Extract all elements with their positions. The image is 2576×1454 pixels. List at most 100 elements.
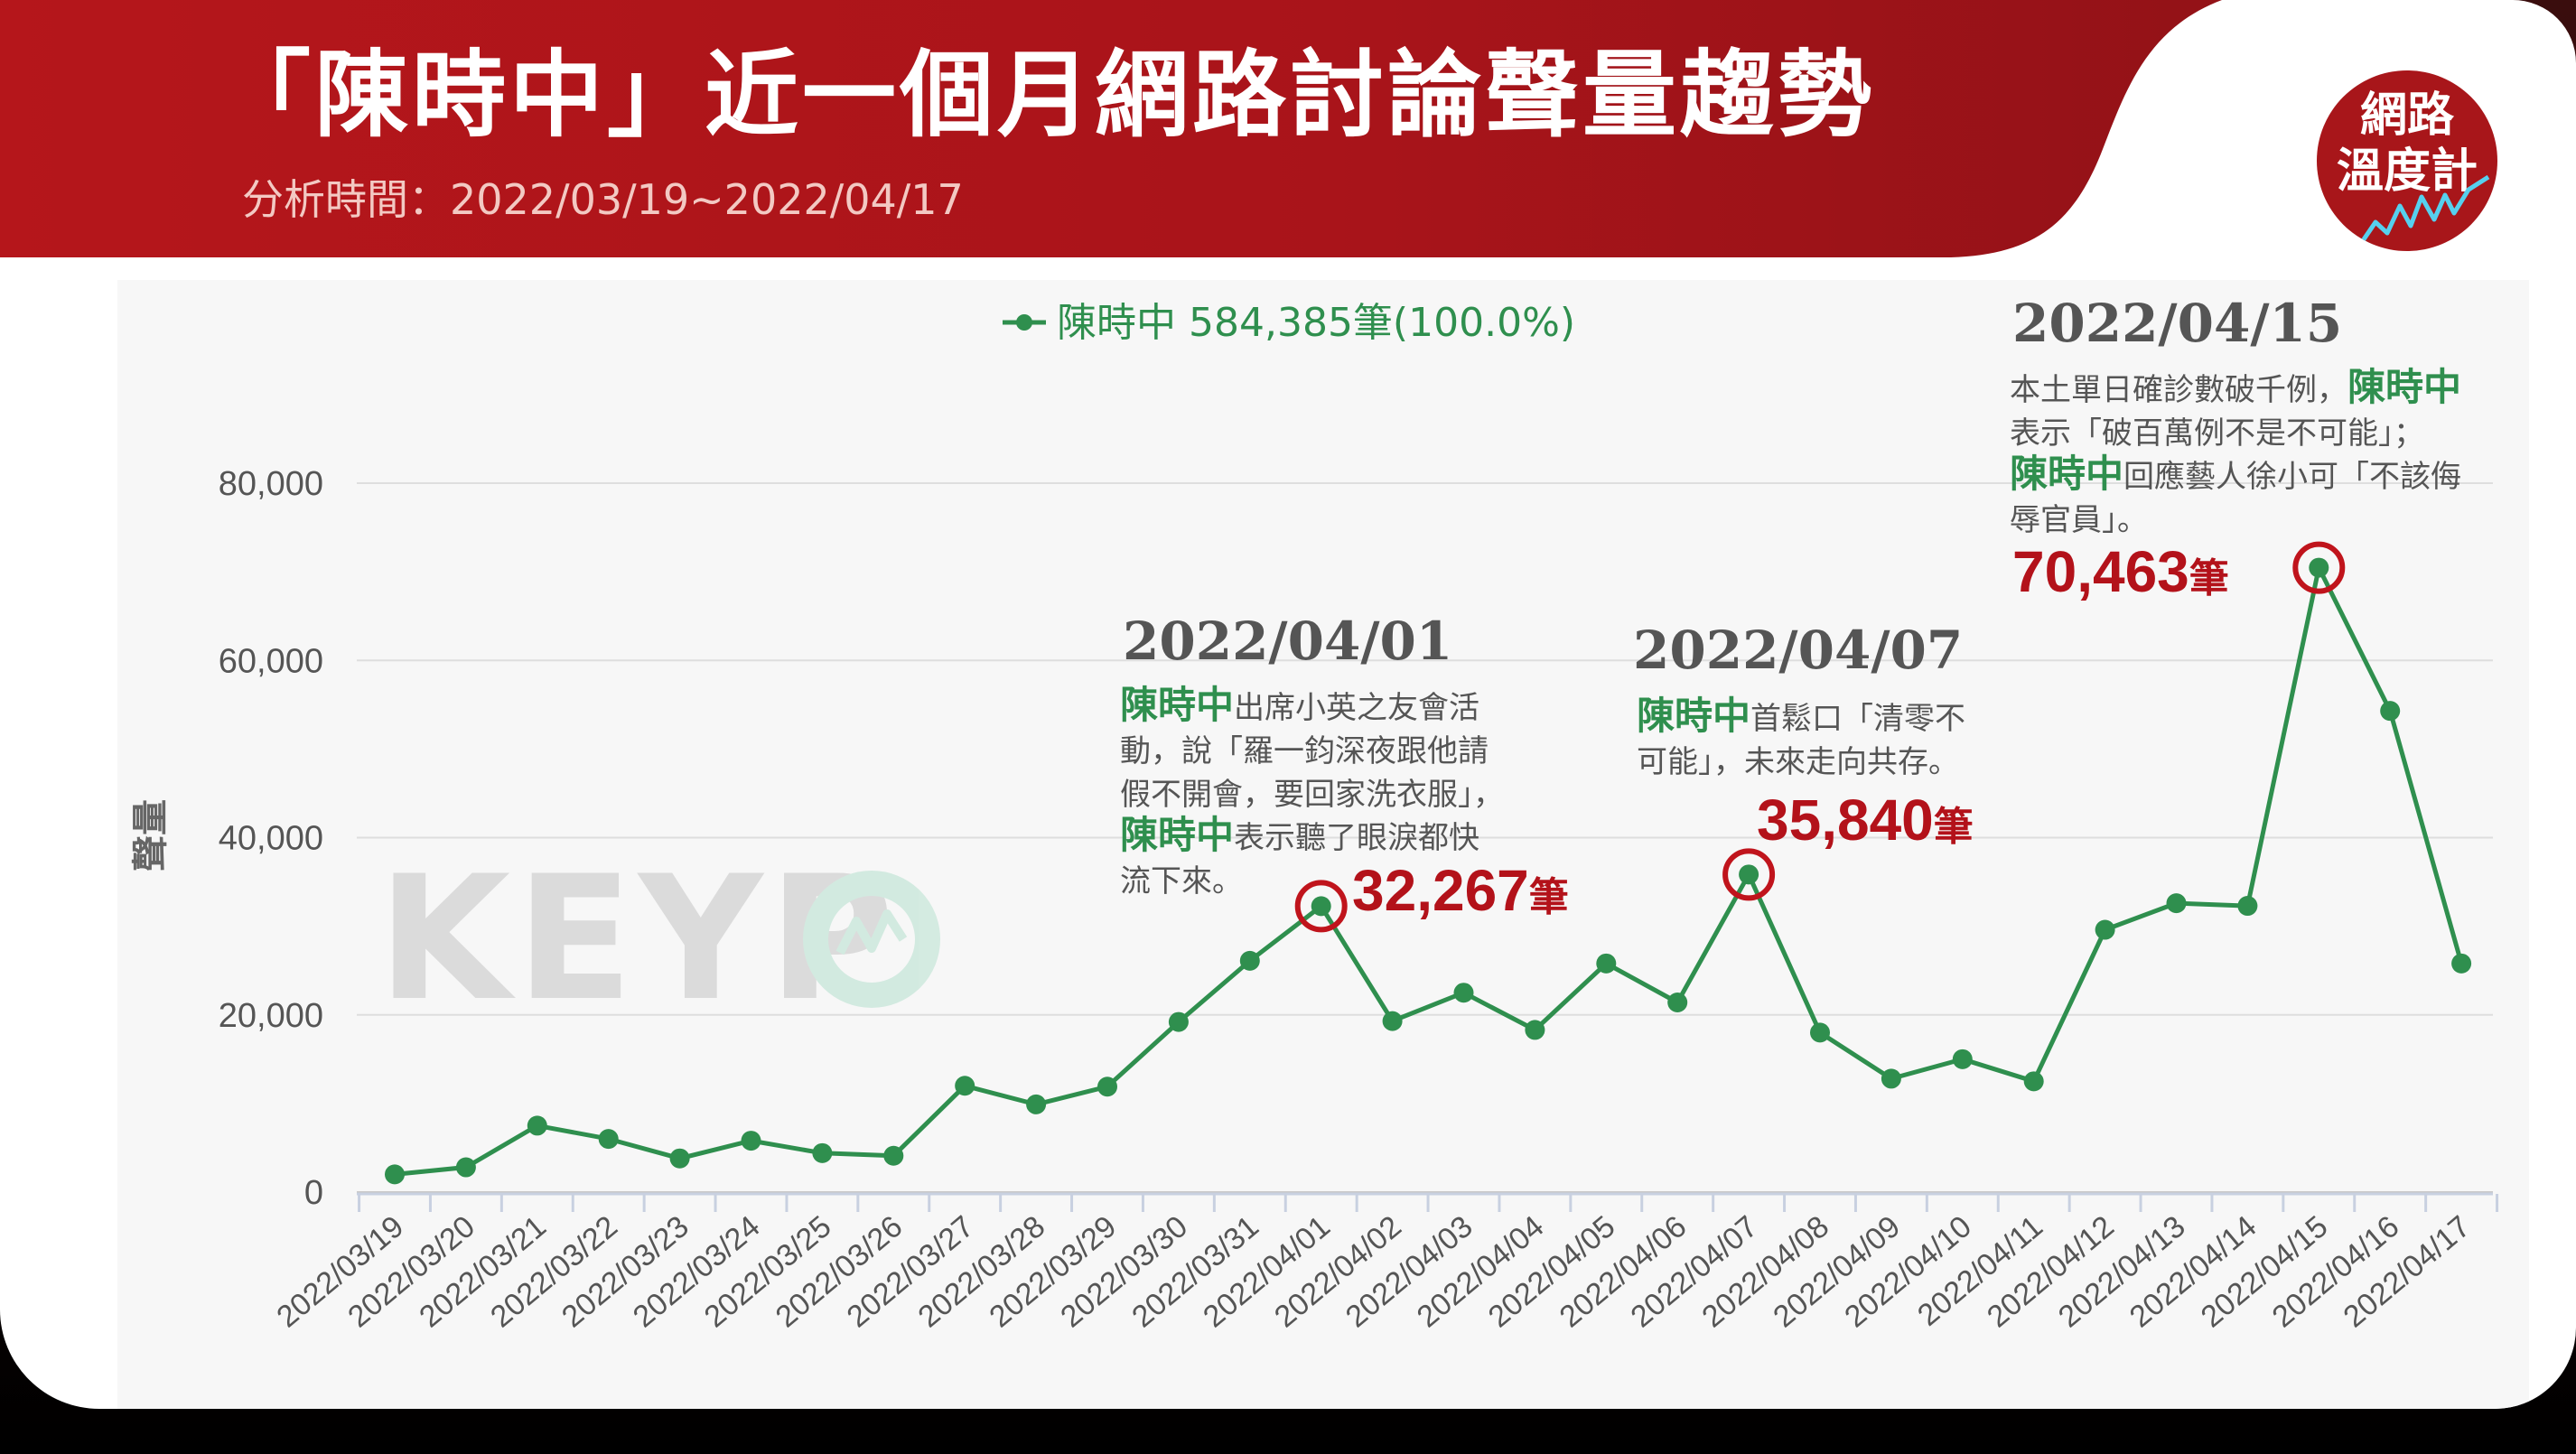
page-title: 「陳時中」近一個月網路討論聲量趨勢 (217, 40, 1876, 150)
data-point (1382, 1011, 1403, 1031)
analysis-period: 分析時間：2022/03/19~2022/04/17 (242, 175, 964, 224)
annotation-text-segment: 辱官員」。 (2010, 502, 2148, 538)
data-point (2309, 557, 2329, 578)
annotation-text-line: 陳時中出席小英之友會活 (1120, 683, 1479, 727)
data-point (812, 1142, 833, 1163)
data-point (883, 1145, 904, 1166)
annotation-text-segment: 首鬆口「清零不 (1750, 701, 1965, 737)
data-point (1239, 950, 1260, 971)
data-point (1168, 1011, 1189, 1032)
y-tick-label: 40,000 (219, 820, 323, 858)
logo-line-2: 溫度計 (2336, 144, 2478, 199)
data-point (1596, 953, 1617, 974)
annotation-value-unit: 筆 (1934, 804, 1974, 850)
highlight-ring (1294, 880, 1348, 933)
annotation-name-highlight: 陳時中 (2010, 452, 2123, 496)
y-tick-label: 0 (304, 1174, 323, 1212)
data-point (1026, 1094, 1047, 1114)
data-point (1739, 864, 1759, 885)
data-point (2237, 896, 2258, 917)
annotation-text-line: 辱官員」。 (2010, 502, 2148, 538)
logo-wave-icon (2359, 174, 2490, 244)
legend-marker (1016, 314, 1032, 331)
annotation-text-line: 表示「破百萬例不是不可能」； (2010, 415, 2424, 452)
annotation-value: 35,840筆 (1757, 788, 1974, 853)
highlight-ring (1722, 848, 1776, 901)
annotation-text-segment: 表示「破百萬例不是不可能」； (2010, 415, 2424, 452)
annotation-name-highlight: 陳時中 (1637, 694, 1750, 738)
annotation-value-number: 35,840 (1757, 788, 1934, 853)
annotation-name-highlight: 陳時中 (1120, 683, 1234, 727)
header-banner (0, 0, 2222, 257)
data-point (1311, 896, 1331, 917)
data-point (741, 1131, 761, 1151)
annotation-value-number: 32,267 (1352, 858, 1529, 923)
data-point (455, 1157, 476, 1178)
data-point (2095, 919, 2115, 940)
annotation-2022-04-01: 2022/04/01陳時中出席小英之友會活動，說「羅一鈞深夜跟他請假不開會，要回… (1120, 610, 1569, 933)
annotation-name-highlight: 陳時中 (2347, 365, 2461, 409)
chart-card: 「陳時中」近一個月網路討論聲量趨勢 分析時間：2022/03/19~2022/0… (0, 0, 2576, 1409)
legend-label: 陳時中 584,385筆(100.0%) (1057, 300, 1575, 346)
data-point (955, 1076, 975, 1096)
annotation-value: 32,267筆 (1352, 858, 1569, 923)
annotation-name-highlight: 陳時中 (1120, 813, 1234, 857)
data-point (598, 1129, 619, 1150)
annotation-text-segment: 回應藝人徐小可「不該侮 (2123, 459, 2461, 495)
annotation-value-unit: 筆 (2189, 555, 2229, 601)
annotation-text-segment: 表示聽了眼淚都快 (1234, 820, 1479, 856)
data-point (1952, 1049, 1973, 1069)
annotation-text-line: 流下來。 (1120, 863, 1243, 899)
header: 「陳時中」近一個月網路討論聲量趨勢 分析時間：2022/03/19~2022/0… (0, 0, 2576, 271)
annotation-date: 2022/04/07 (1633, 620, 1963, 681)
annotation-value: 70,463筆 (2012, 539, 2229, 604)
annotation-text-segment: 本土單日確診數破千例， (2010, 372, 2347, 408)
annotation-date: 2022/04/01 (1123, 610, 1452, 672)
data-point (1881, 1068, 1901, 1089)
data-point (1453, 983, 1474, 1003)
annotation-text-segment: 動，說「羅一鈞深夜跟他請 (1120, 733, 1489, 769)
annotation-text-segment: 流下來。 (1120, 863, 1243, 899)
annotation-text-segment: 出席小英之友會活 (1234, 690, 1479, 726)
y-axis-ticks: 0 20,000 40,000 60,000 80,000 (219, 465, 323, 1212)
x-axis (357, 1192, 2499, 1212)
data-point (2023, 1071, 2044, 1092)
plot-area-background (117, 280, 2529, 1409)
highlight-ring (2292, 541, 2346, 594)
data-point (527, 1115, 547, 1136)
keypo-o-wave-icon (803, 871, 940, 1008)
logo-line-1: 網路 (2359, 89, 2454, 143)
data-point (2166, 893, 2187, 914)
annotation-text-line: 動，說「羅一鈞深夜跟他請 (1120, 733, 1489, 769)
annotation-text-line: 陳時中回應藝人徐小可「不該侮 (2010, 452, 2461, 496)
data-point (1097, 1077, 1117, 1097)
annotation-2022-04-15: 2022/04/15本土單日確診數破千例，陳時中表示「破百萬例不是不可能」；陳時… (2010, 293, 2461, 604)
data-point (2451, 953, 2472, 974)
annotation-text-line: 陳時中表示聽了眼淚都快 (1120, 813, 1479, 857)
y-tick-label: 20,000 (219, 997, 323, 1035)
logo-badge: 網路 溫度計 (2317, 70, 2497, 251)
legend: 陳時中 584,385筆(100.0%) (1003, 300, 1575, 346)
series-points (385, 557, 2472, 1185)
annotation-text-line: 假不開會，要回家洗衣服」， (1120, 777, 1504, 813)
annotation-text-line: 可能」，未來走向共存。 (1637, 744, 1959, 780)
annotation-text-segment: 假不開會，要回家洗衣服」， (1120, 777, 1504, 813)
annotation-text-line: 陳時中首鬆口「清零不 (1637, 694, 1965, 738)
data-point (1667, 993, 1688, 1013)
data-point (385, 1164, 405, 1185)
annotation-value-unit: 筆 (1529, 874, 1569, 920)
series-line-chen-shih-chung (394, 565, 2464, 1177)
annotations: 2022/04/01陳時中出席小英之友會活動，說「羅一鈞深夜跟他請假不開會，要回… (1120, 293, 2461, 933)
annotation-text-segment: 可能」，未來走向共存。 (1637, 744, 1959, 780)
data-point (1525, 1020, 1545, 1040)
annotation-text-line: 本土單日確診數破千例，陳時中 (2010, 365, 2461, 409)
watermark: KEYP (378, 839, 940, 1039)
data-point (669, 1148, 690, 1169)
annotation-value-number: 70,463 (2012, 539, 2189, 604)
y-axis-label: 聲量 (130, 799, 172, 871)
y-tick-label: 80,000 (219, 465, 323, 503)
gridlines (357, 482, 2493, 1193)
data-point (2380, 701, 2401, 722)
